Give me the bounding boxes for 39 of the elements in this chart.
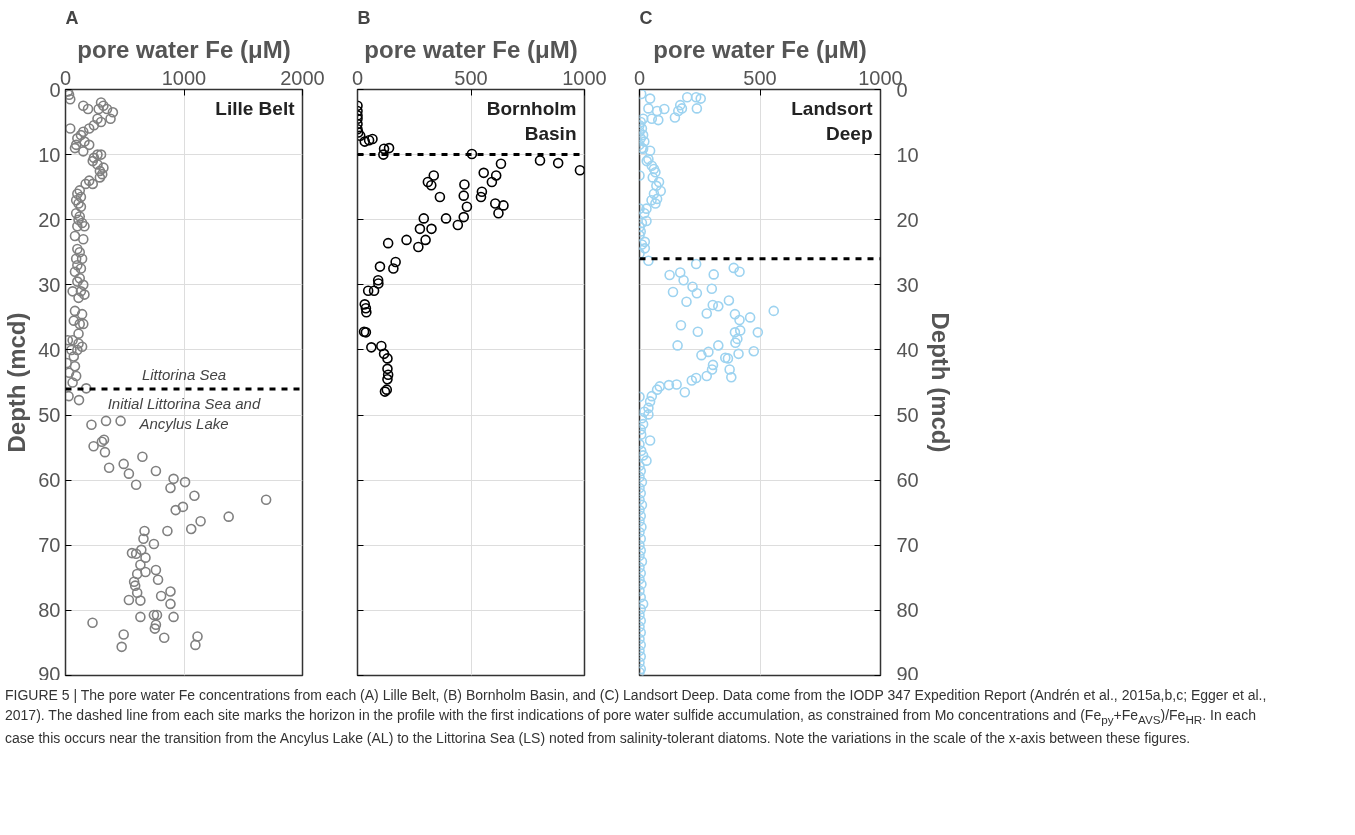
- y-tick-label: 90: [38, 662, 61, 685]
- x-tick-label: 500: [454, 66, 488, 89]
- y-tick-label: 20: [38, 208, 61, 231]
- y-axis-title: Depth (mcd): [3, 312, 31, 453]
- chart-subtitle: Lille Belt: [215, 97, 296, 119]
- y-tick-label: 60: [896, 469, 919, 492]
- y-tick-label: 60: [38, 469, 61, 492]
- y-tick-label: 20: [896, 208, 919, 231]
- y-tick-label: 80: [896, 599, 919, 622]
- text: Landsort Deep: [791, 97, 874, 144]
- ref-line-label: Littorina Sea: [141, 366, 227, 384]
- x-tick-label: 500: [743, 66, 777, 89]
- y-tick-label: 10: [38, 143, 61, 166]
- x-axis-title: pore water Fe (μM): [77, 35, 291, 63]
- chart-title: C: [639, 7, 653, 28]
- x-axis-title: pore water Fe (μM): [364, 35, 578, 63]
- x-tick-label: 1000: [161, 66, 207, 89]
- x-tick-label: 1000: [562, 66, 607, 89]
- y-tick-label: 80: [38, 599, 61, 622]
- y-tick-label: 50: [38, 404, 61, 427]
- y-tick-label: 40: [896, 338, 919, 361]
- annotation: Initial Littorina Sea and Ancylus Lake: [107, 395, 261, 433]
- y-tick-label: 70: [896, 534, 919, 557]
- y-axis-title: Depth (mcd): [926, 312, 954, 453]
- x-tick-label: 0: [351, 66, 364, 89]
- x-axis-title: pore water Fe (μM): [653, 35, 867, 63]
- text: Bornholm Basin: [486, 97, 577, 144]
- y-tick-label: 10: [896, 143, 919, 166]
- x-tick-label: 0: [633, 66, 646, 89]
- y-tick-label: 40: [38, 338, 61, 361]
- chart-title: A: [65, 7, 79, 28]
- y-tick-label: 70: [38, 534, 61, 557]
- y-tick-label: 50: [896, 404, 919, 427]
- x-tick-label: 2000: [280, 66, 325, 89]
- text: FIGURE 5 | The pore water Fe concentrations from each (A) Lille Belt, (B) Bornholm Basin, and (C) Landsort Deep. Data come from the IODP 347 Expedition Report (Andrén et al., 2015a,b,c; Egger et al., 2017). The dashed line from each site marks the horizon in the profile with the first indications of pore water sulfide accumulation, as constrained from Mo concentrations and (Fe$_{py}$+Fe$_{AVS}$)/Fe$_{HR}$. In each case this occurs near the transition from the Ancylus Lake (AL) to the Littorina Sea (LS) noted from salinity-tolerant diatoms. Note the variations in the scale of the x-axis between these figures.: [5, 687, 1267, 747]
- y-tick-label: 30: [896, 273, 919, 296]
- y-tick-label: 30: [38, 273, 61, 296]
- chart-title: B: [357, 7, 371, 28]
- y-tick-label: 90: [896, 662, 919, 685]
